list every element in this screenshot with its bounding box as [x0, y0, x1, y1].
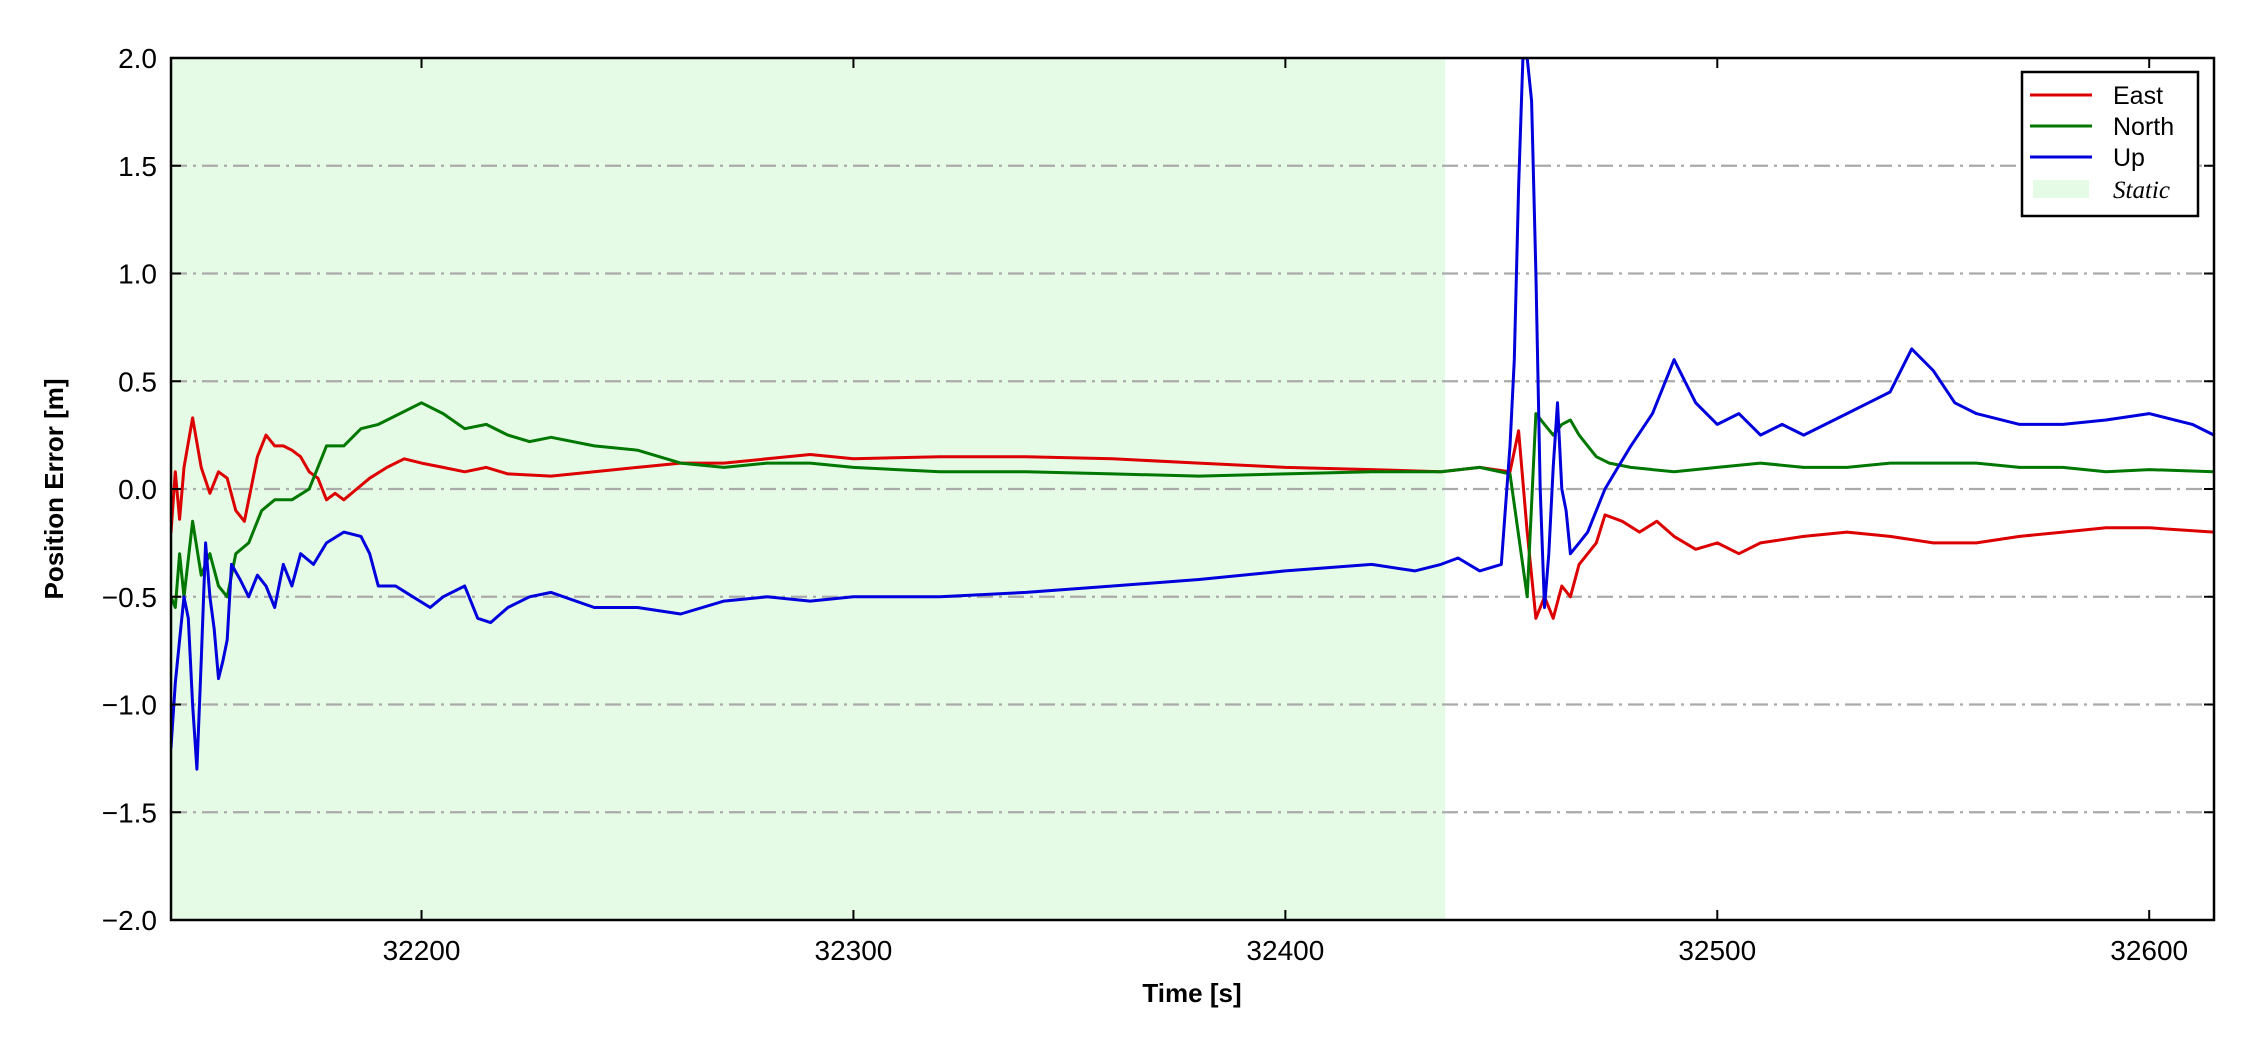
series-layer [171, 58, 2214, 771]
y-tick-label: −1.0 [102, 690, 157, 721]
series-line-up [171, 58, 2214, 771]
y-tick-label: −1.5 [102, 797, 157, 828]
y-tick-label: 0.0 [118, 474, 157, 505]
x-tick-label: 32600 [2110, 935, 2188, 966]
y-axis-title: Position Error [m] [39, 378, 69, 599]
legend-static-label: Static [2113, 177, 2170, 204]
x-tick-label: 32400 [1246, 935, 1324, 966]
y-tick-label: 2.0 [118, 43, 157, 74]
x-tick-label: 32300 [815, 935, 893, 966]
y-tick-label: −2.0 [102, 905, 157, 936]
legend-up-label: Up [2113, 144, 2145, 172]
legend-east-label: East [2113, 82, 2163, 110]
y-tick-label: 1.0 [118, 259, 157, 290]
y-tick-label: 1.5 [118, 151, 157, 182]
legend-north-label: North [2113, 113, 2174, 141]
legend: East North Up Static [2020, 70, 2200, 218]
legend-static-swatch [2033, 180, 2089, 198]
y-tick-label: 0.5 [118, 366, 157, 397]
x-tick-label: 32500 [1678, 935, 1756, 966]
x-tick-label: 32200 [383, 935, 461, 966]
y-tick-label: −0.5 [102, 582, 157, 613]
series-line-east [171, 416, 2214, 620]
x-axis-title: Time [s] [1142, 978, 1241, 1008]
x-axis-ticks: 32200 32300 32400 32500 32600 [383, 58, 2188, 966]
y-axis-ticks: 2.0 1.5 1.0 0.5 0.0 −0.5 −1.0 −1.5 −2.0 [102, 43, 2214, 936]
series-line-north [171, 401, 2214, 609]
